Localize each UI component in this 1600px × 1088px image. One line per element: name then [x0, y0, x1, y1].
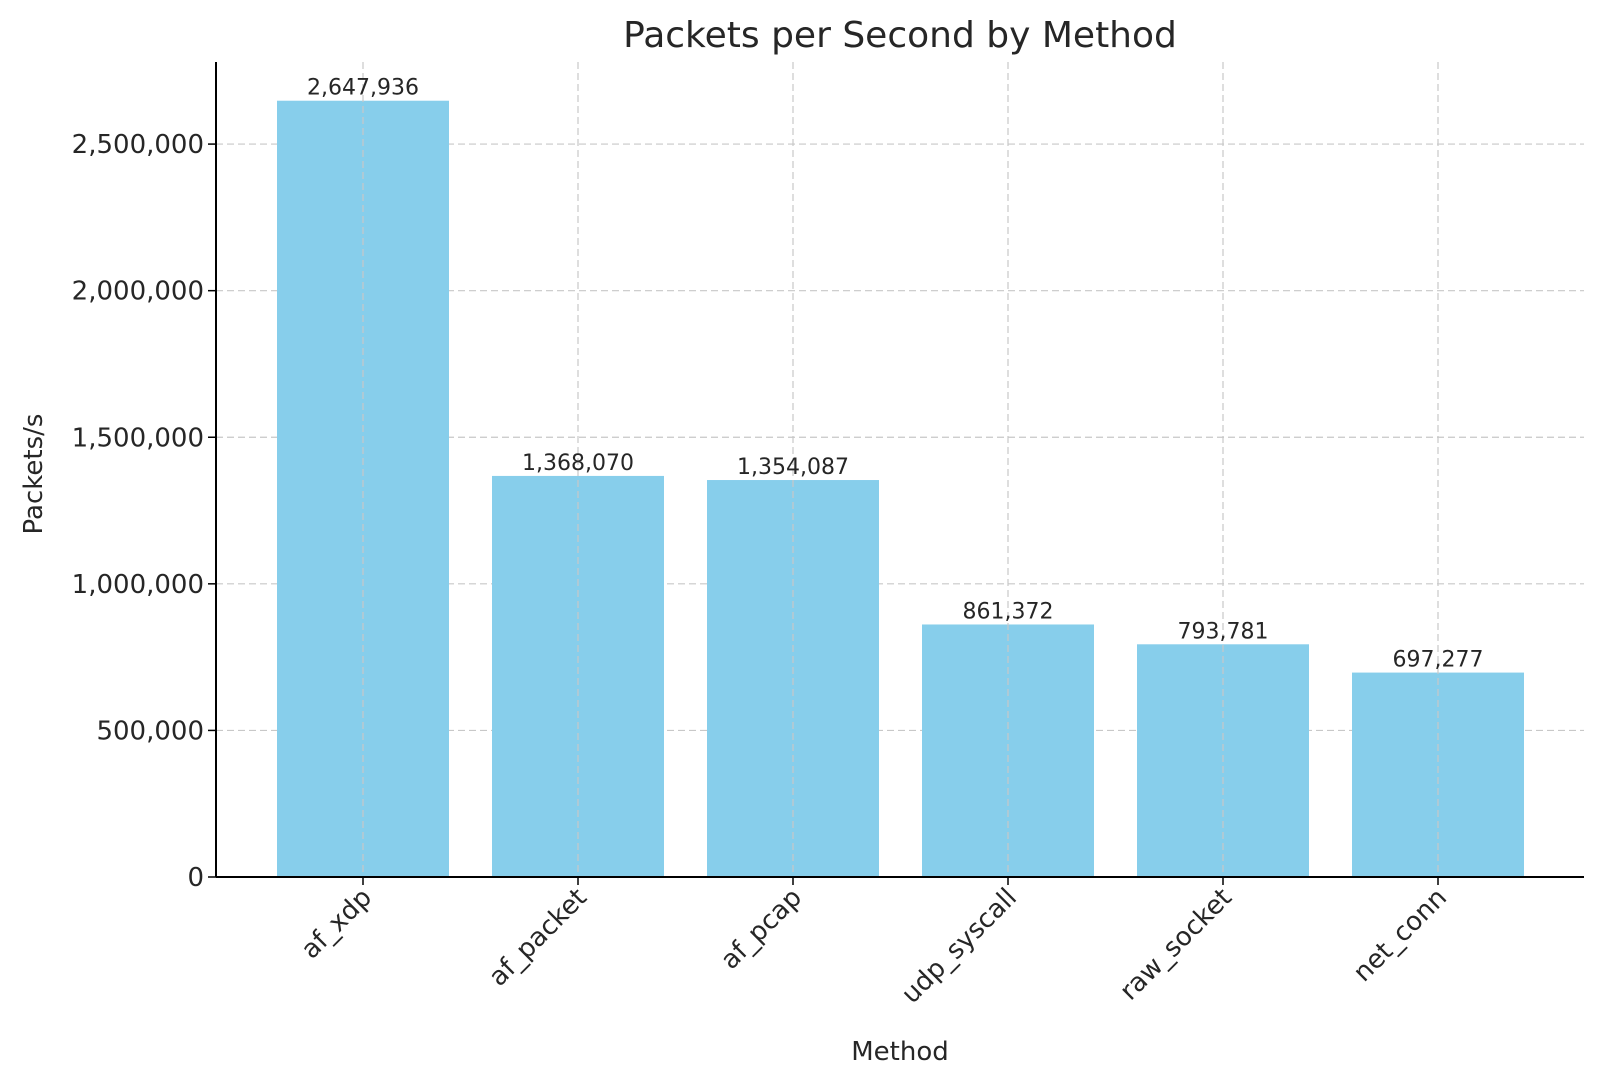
x-tick-label-af_xdp: af_xdp [296, 883, 378, 965]
value-label-raw_socket: 793,781 [1178, 619, 1269, 644]
y-tick-label: 2,000,000 [72, 277, 204, 307]
value-label-net_conn: 697,277 [1393, 648, 1484, 673]
axis-layer [208, 62, 1584, 885]
value-label-af_pcap: 1,354,087 [737, 455, 849, 480]
value-label-af_xdp: 2,647,936 [307, 76, 419, 101]
x-tick-label-raw_socket: raw_socket [1114, 883, 1238, 1007]
y-tick-label: 2,500,000 [72, 130, 204, 160]
x-tick-label-af_pcap: af_pcap [715, 883, 808, 976]
y-tick-label: 1,000,000 [72, 570, 204, 600]
chart-title: Packets per Second by Method [623, 15, 1177, 56]
y-tick-label: 1,500,000 [72, 423, 204, 453]
vertical-grid-layer [362, 62, 1439, 877]
value-label-af_packet: 1,368,070 [522, 451, 634, 476]
x-axis-label: Method [851, 1037, 949, 1067]
y-tick-label: 0 [187, 863, 204, 893]
value-label-udp_syscall: 861,372 [963, 599, 1054, 624]
x-tick-label-net_conn: net_conn [1348, 883, 1453, 988]
bar-layer [277, 100, 1524, 877]
y-tick-label: 500,000 [96, 716, 204, 746]
y-axis-label: Packets/s [19, 414, 49, 535]
x-tick-label-af_packet: af_packet [483, 883, 593, 993]
x-tick-label-udp_syscall: udp_syscall [896, 883, 1023, 1010]
